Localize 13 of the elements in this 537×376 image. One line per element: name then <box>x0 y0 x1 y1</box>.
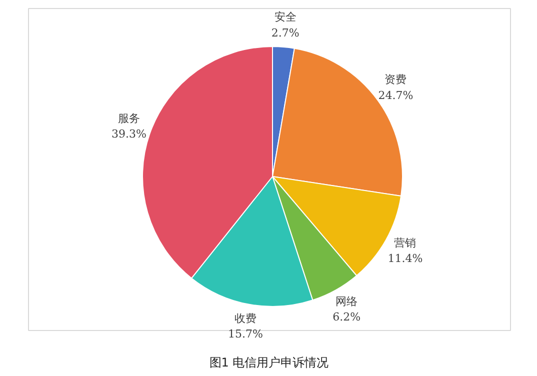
data-label: 24.7% <box>378 88 414 102</box>
data-label: 11.4% <box>388 252 423 265</box>
slice-label: 收费 <box>234 312 256 325</box>
slice-label: 安全 <box>274 10 296 24</box>
slice-label: 营销 <box>394 236 416 250</box>
data-label: 2.7% <box>271 26 300 40</box>
slice-label: 网络 <box>336 294 358 308</box>
slice-label: 资费 <box>384 73 407 86</box>
data-label: 6.2% <box>332 310 361 324</box>
slice-label: 服务 <box>118 112 140 126</box>
caption: 图1 电信用户申诉情况 <box>209 356 329 370</box>
data-label: 15.7% <box>228 327 263 340</box>
data-label: 39.3% <box>112 128 146 141</box>
